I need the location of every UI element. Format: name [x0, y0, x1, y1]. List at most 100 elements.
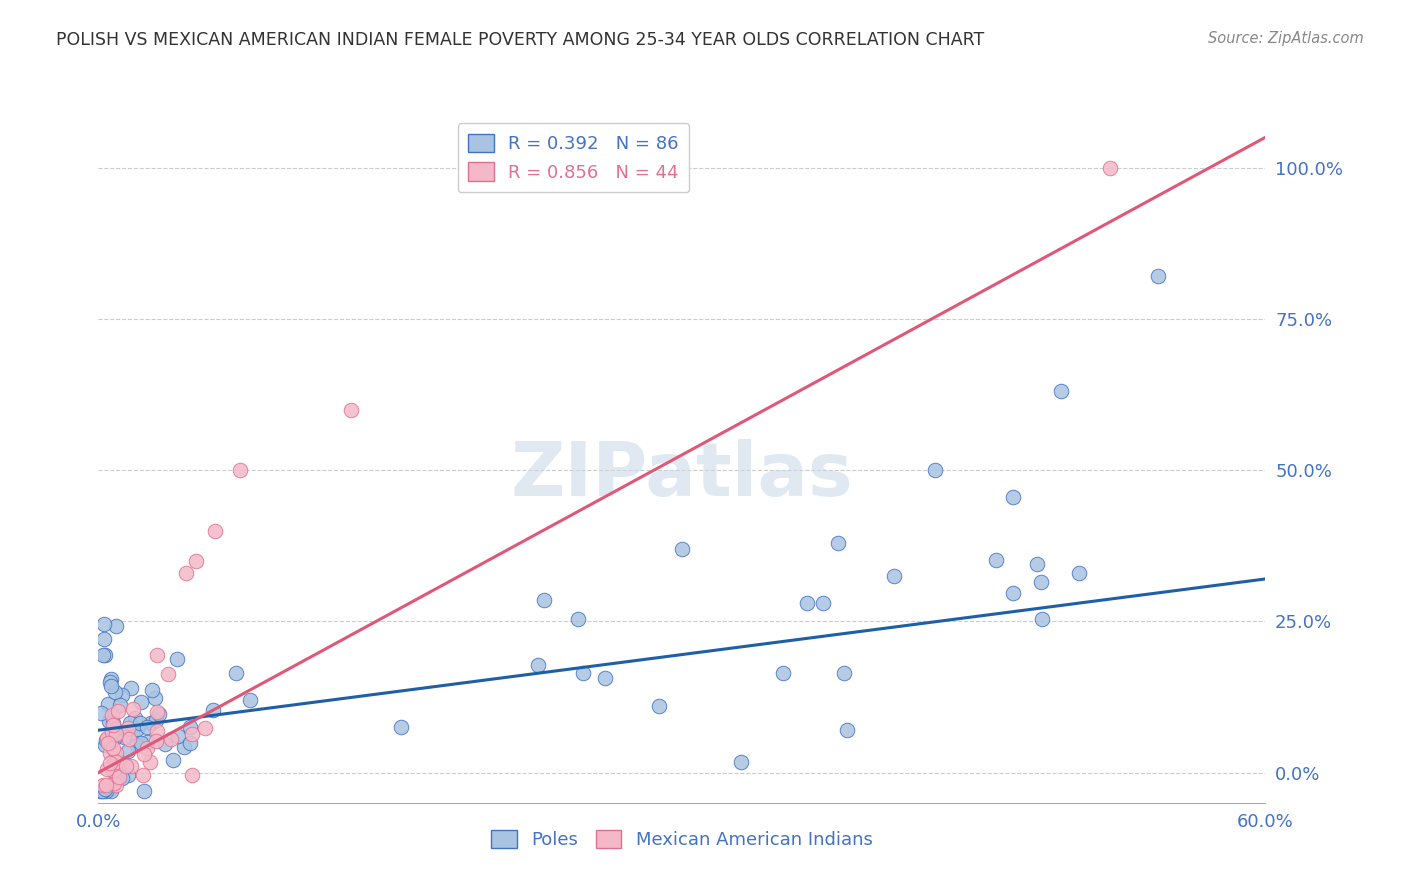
Point	[1029, 575, 1052, 590]
Point	[96, 731, 118, 746]
Point	[103, 740, 125, 755]
Point	[129, 716, 152, 731]
Point	[94, 648, 117, 662]
Point	[118, 731, 141, 746]
Point	[100, 781, 122, 796]
Point	[101, 724, 124, 739]
Point	[127, 738, 149, 752]
Point	[1025, 557, 1047, 571]
Point	[103, 752, 125, 766]
Point	[146, 705, 169, 719]
Point	[101, 764, 124, 779]
Point	[100, 735, 122, 749]
Point	[340, 402, 363, 417]
Point	[107, 770, 129, 784]
Legend: Poles, Mexican American Indians: Poles, Mexican American Indians	[484, 822, 880, 856]
Point	[105, 778, 128, 792]
Point	[91, 778, 114, 792]
Point	[94, 783, 117, 797]
Point	[101, 717, 124, 731]
Point	[105, 746, 128, 760]
Point	[104, 722, 127, 736]
Point	[837, 723, 859, 738]
Point	[132, 747, 155, 761]
Point	[94, 778, 117, 792]
Point	[118, 715, 141, 730]
Point	[229, 463, 252, 477]
Point	[132, 767, 155, 781]
Point	[104, 619, 127, 633]
Point	[100, 679, 122, 693]
Point	[96, 762, 118, 776]
Point	[93, 648, 115, 662]
Point	[162, 753, 184, 767]
Point	[124, 711, 146, 725]
Point	[120, 681, 142, 695]
Point	[194, 721, 217, 735]
Point	[1031, 612, 1053, 626]
Point	[146, 648, 169, 662]
Point	[129, 695, 152, 709]
Point	[90, 783, 112, 797]
Point	[1050, 384, 1073, 399]
Point	[101, 716, 124, 731]
Point	[110, 698, 132, 713]
Point	[1098, 161, 1121, 175]
Point	[179, 736, 201, 750]
Point	[101, 763, 124, 777]
Point	[101, 708, 124, 723]
Point	[121, 701, 143, 715]
Point	[202, 703, 225, 717]
Point	[145, 734, 167, 748]
Point	[139, 756, 162, 770]
Point	[98, 756, 121, 770]
Point	[174, 566, 197, 580]
Point	[117, 768, 139, 782]
Point	[166, 651, 188, 665]
Point	[112, 731, 135, 745]
Point	[389, 720, 412, 734]
Point	[104, 730, 127, 744]
Point	[120, 759, 142, 773]
Point	[98, 674, 121, 689]
Point	[648, 698, 671, 713]
Point	[527, 657, 550, 672]
Point	[136, 741, 159, 756]
Point	[100, 672, 122, 686]
Point	[811, 596, 834, 610]
Point	[115, 758, 138, 772]
Point	[883, 568, 905, 582]
Point	[107, 704, 129, 718]
Point	[134, 783, 156, 797]
Point	[111, 771, 134, 785]
Point	[98, 746, 121, 760]
Point	[141, 682, 163, 697]
Point	[181, 727, 204, 741]
Point	[796, 596, 818, 610]
Point	[1002, 585, 1025, 599]
Point	[730, 755, 752, 769]
Point	[533, 593, 555, 607]
Point	[671, 541, 693, 556]
Point	[111, 688, 134, 702]
Text: POLISH VS MEXICAN AMERICAN INDIAN FEMALE POVERTY AMONG 25-34 YEAR OLDS CORRELATI: POLISH VS MEXICAN AMERICAN INDIAN FEMALE…	[56, 31, 984, 49]
Point	[827, 535, 849, 549]
Point	[225, 666, 247, 681]
Point	[156, 667, 179, 681]
Point	[145, 713, 167, 727]
Point	[104, 755, 127, 769]
Point	[166, 729, 188, 743]
Point	[97, 736, 120, 750]
Point	[97, 697, 120, 711]
Point	[93, 632, 115, 647]
Text: Source: ZipAtlas.com: Source: ZipAtlas.com	[1208, 31, 1364, 46]
Point	[89, 783, 111, 797]
Point	[91, 783, 114, 797]
Point	[179, 720, 201, 734]
Point	[1147, 269, 1170, 284]
Point	[129, 736, 152, 750]
Point	[153, 737, 176, 751]
Point	[100, 783, 122, 797]
Point	[181, 768, 204, 782]
Point	[127, 722, 149, 736]
